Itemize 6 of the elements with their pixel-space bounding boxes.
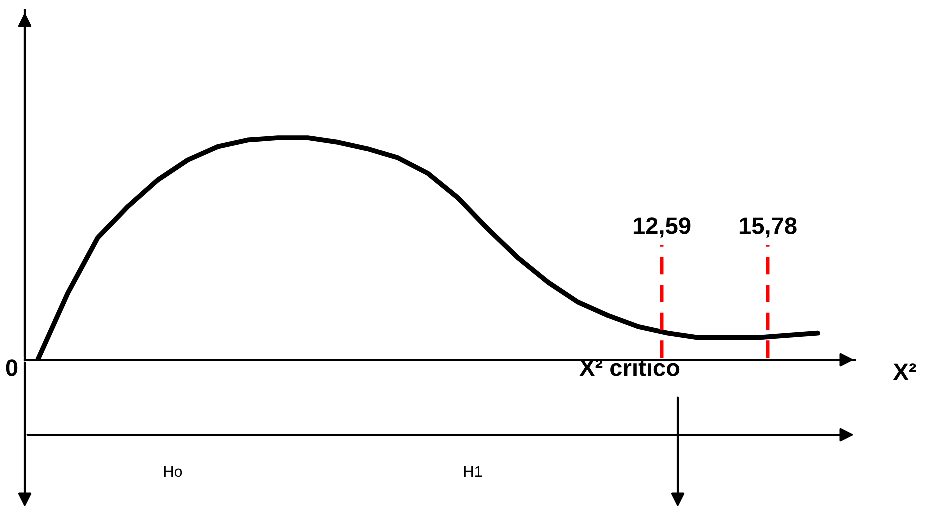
- text: 0: [6, 360, 18, 376]
- annotation: 15,78: [740, 218, 797, 238]
- annotation: 12,59: [634, 218, 691, 238]
- text: H1: [464, 466, 482, 477]
- text: Ho: [164, 466, 182, 478]
- x-axis-title: X²: [893, 364, 916, 380]
